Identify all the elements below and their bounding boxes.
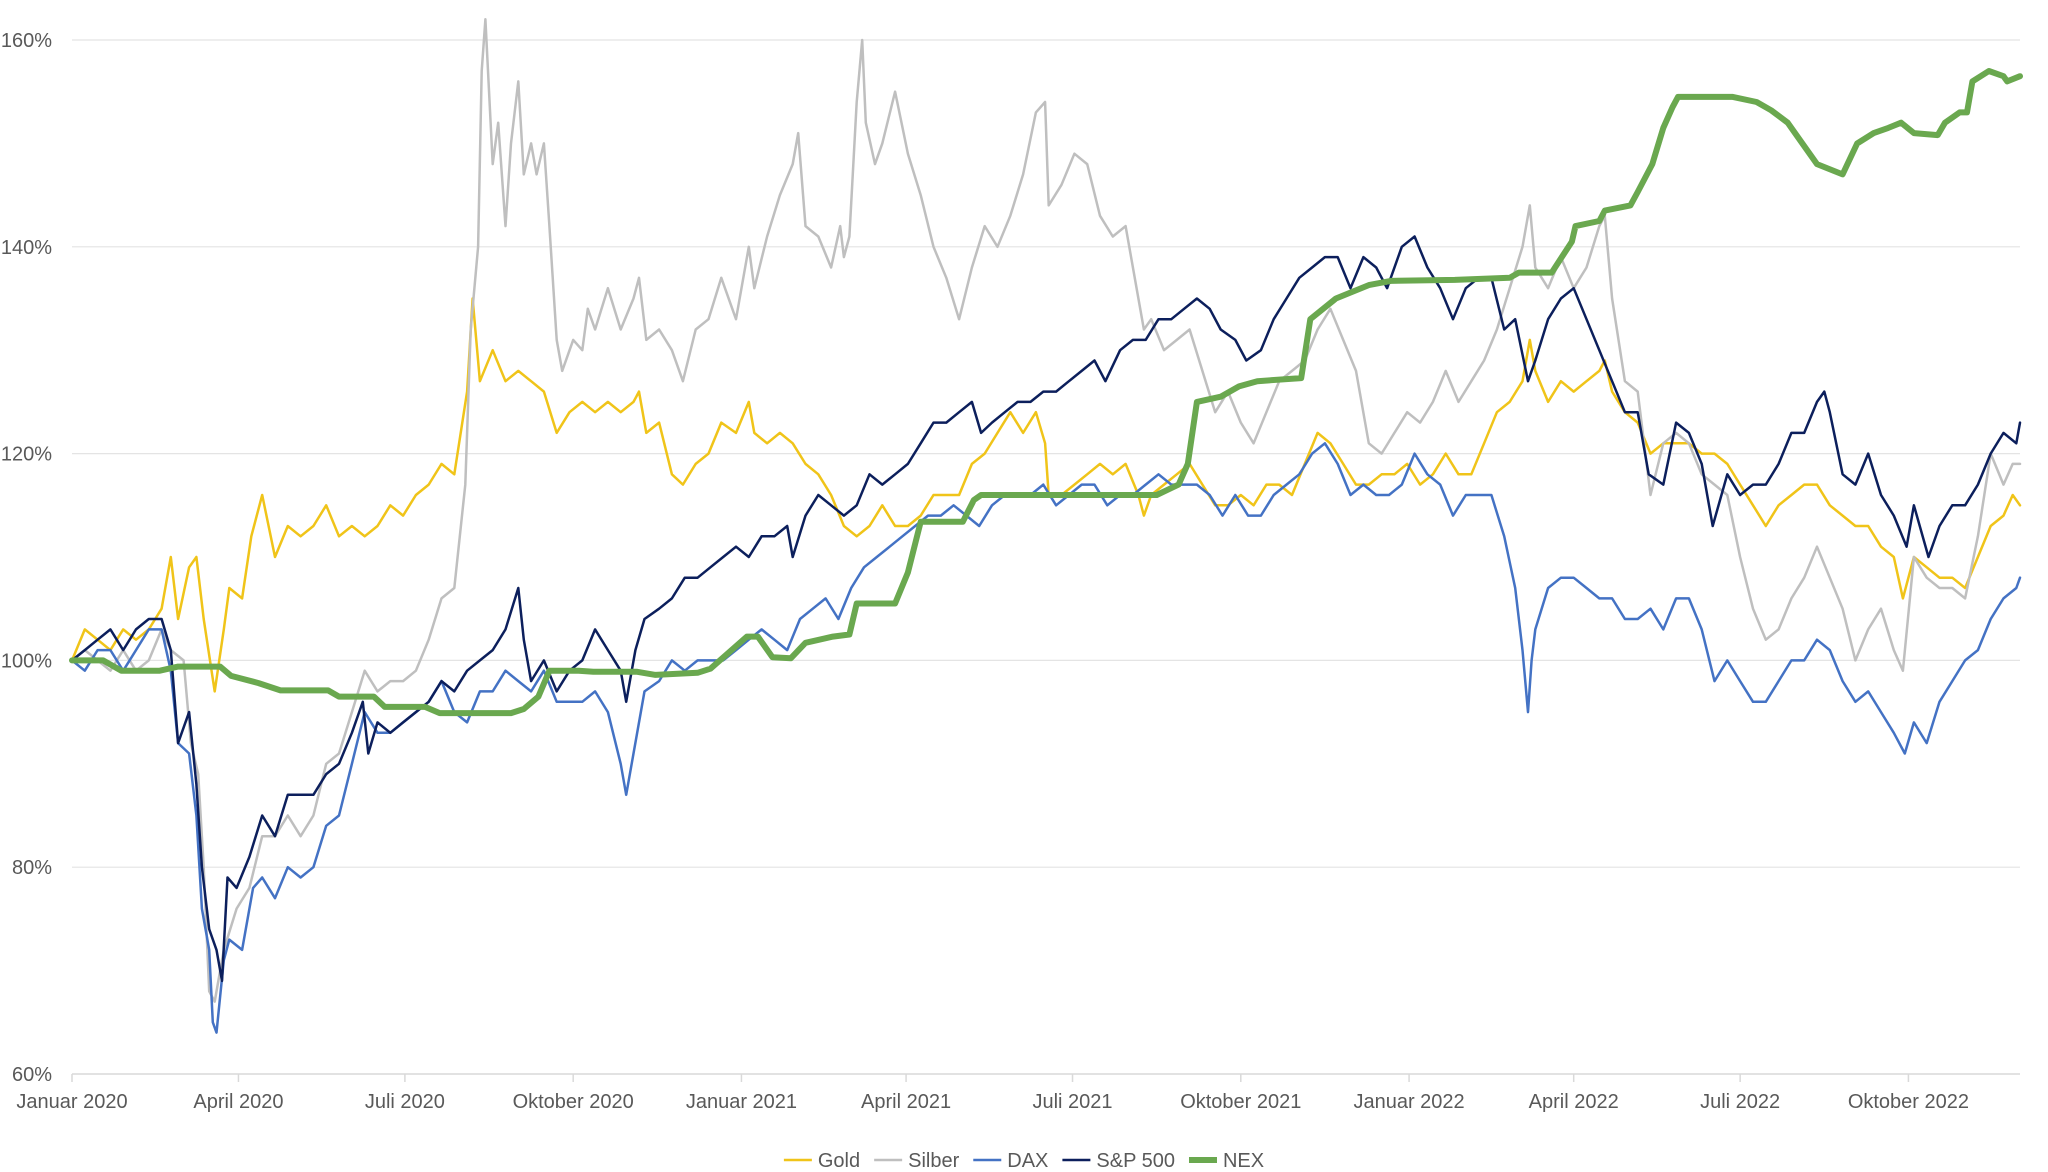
x-tick-label: Januar 2020	[16, 1091, 127, 1113]
legend-item: S&P 500	[1062, 1150, 1175, 1172]
series-line-silber	[70, 18, 2022, 1003]
legend-label: S&P 500	[1096, 1150, 1175, 1172]
y-tick-label: 160%	[1, 30, 52, 52]
y-tick-label: 120%	[1, 444, 52, 466]
x-tick-label: Juli 2022	[1700, 1091, 1780, 1113]
y-tick-label: 60%	[12, 1064, 52, 1086]
y-tick-label: 100%	[1, 650, 52, 672]
series-line-s-p-500	[70, 235, 2022, 983]
series-line-nex	[69, 68, 2023, 717]
x-tick-label: Oktober 2022	[1848, 1091, 1969, 1113]
legend-label: DAX	[1007, 1150, 1048, 1172]
legend-item: DAX	[973, 1150, 1048, 1172]
legend: Gold Silber DAX S&P 500 NEX	[783, 1150, 1264, 1172]
x-tick-label: Juli 2020	[365, 1091, 445, 1113]
x-axis: Januar 2020 April 2020 Juli 2020 Oktober 20…	[16, 1073, 2020, 1113]
legend-label: Gold	[818, 1150, 860, 1172]
x-tick-label: Oktober 2020	[513, 1091, 634, 1113]
series-group	[69, 18, 2023, 1034]
legend-label: NEX	[1223, 1150, 1264, 1172]
legend-label: Silber	[908, 1150, 959, 1172]
x-tick-label: Juli 2021	[1032, 1091, 1112, 1113]
x-tick-label: Januar 2021	[686, 1091, 797, 1113]
legend-item: Silber	[874, 1150, 960, 1172]
series-line-dax	[70, 442, 2022, 1034]
x-tick-label: April 2022	[1529, 1091, 1619, 1113]
legend-item: Gold	[783, 1150, 860, 1172]
x-tick-label: April 2021	[861, 1091, 951, 1113]
y-tick-label: 80%	[12, 857, 52, 879]
x-tick-label: Januar 2022	[1353, 1091, 1464, 1113]
x-tick-label: Oktober 2021	[1180, 1091, 1301, 1113]
series-line-gold	[70, 297, 2022, 693]
y-tick-label: 140%	[1, 237, 52, 259]
y-axis: 60% 80% 100% 120% 140% 160%	[1, 30, 52, 1086]
x-tick-label: April 2020	[193, 1091, 283, 1113]
legend-item: NEX	[1188, 1150, 1264, 1172]
